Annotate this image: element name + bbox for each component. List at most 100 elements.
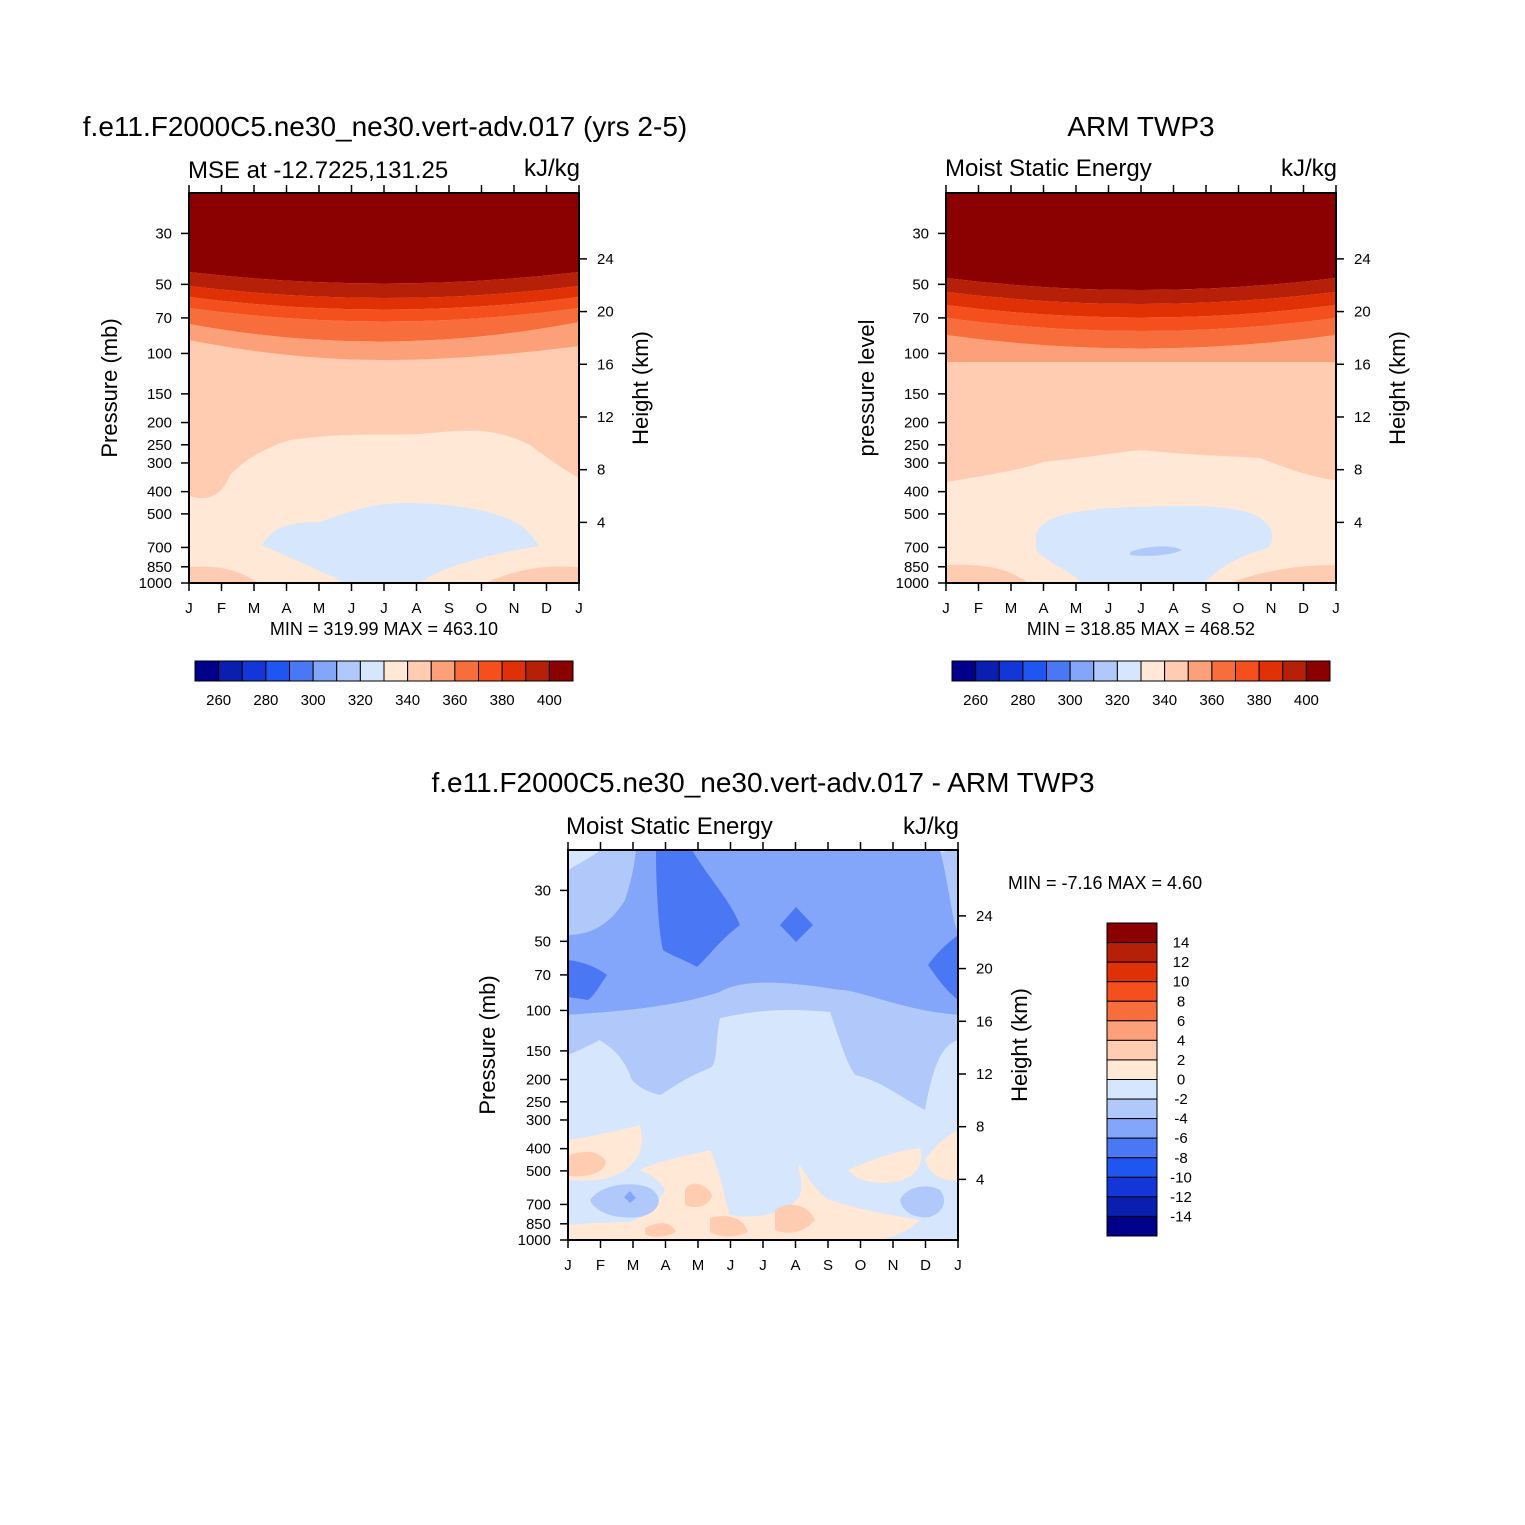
colorbar-swatch bbox=[975, 660, 1000, 682]
colorbar-label: -6 bbox=[1174, 1130, 1187, 1147]
y-tick-label: 70 bbox=[534, 967, 551, 984]
colorbar-label: 340 bbox=[1152, 692, 1177, 709]
x-tick-label: D bbox=[920, 1257, 931, 1274]
x-tick-label: M bbox=[248, 600, 261, 617]
y-tick-label: 1000 bbox=[139, 575, 172, 592]
colorbar-swatch bbox=[430, 660, 456, 682]
colorbar-swatch bbox=[1106, 1079, 1158, 1100]
x-tick-label: A bbox=[790, 1257, 800, 1274]
colorbar-swatch bbox=[1093, 660, 1118, 682]
colorbar-label: 260 bbox=[206, 692, 231, 709]
x-tick-label: S bbox=[444, 600, 454, 617]
colorbar-swatch bbox=[1106, 922, 1158, 944]
panel-obs-ylabel: pressure level bbox=[854, 320, 879, 457]
panel-model-y2label: Height (km) bbox=[628, 331, 653, 445]
colorbar-swatch bbox=[998, 660, 1024, 682]
panel-model: f.e11.F2000C5.ne30_ne30.vert-adv.017 (yr… bbox=[83, 111, 687, 709]
y-tick-label: 100 bbox=[526, 1002, 551, 1019]
colorbar-swatch bbox=[1211, 660, 1236, 682]
y-tick-label: 300 bbox=[147, 455, 172, 472]
y2-tick-label: 8 bbox=[976, 1119, 984, 1136]
x-tick-label: F bbox=[217, 600, 226, 617]
y-tick-label: 100 bbox=[904, 345, 929, 362]
colorbar-swatch bbox=[1305, 660, 1331, 682]
y-tick-label: 30 bbox=[912, 225, 929, 242]
colorbar-swatch bbox=[1140, 660, 1166, 682]
y-tick-label: 30 bbox=[534, 882, 551, 899]
panel-obs-field bbox=[946, 193, 1336, 583]
y2-tick-label: 20 bbox=[976, 961, 993, 978]
colorbar-label: 360 bbox=[1199, 692, 1224, 709]
colorbar-swatch bbox=[525, 660, 550, 682]
x-tick-label: M bbox=[627, 1257, 640, 1274]
y-tick-label: 850 bbox=[147, 559, 172, 576]
colorbar-swatch bbox=[1164, 660, 1189, 682]
colorbar-label: -8 bbox=[1174, 1150, 1187, 1167]
colorbar-swatch bbox=[1106, 961, 1158, 983]
y2-tick-label: 24 bbox=[976, 908, 993, 925]
colorbar-label: 340 bbox=[395, 692, 420, 709]
panel-diff: f.e11.F2000C5.ne30_ne30.vert-adv.017 - A… bbox=[431, 767, 1202, 1274]
panel-obs-y2label: Height (km) bbox=[1385, 331, 1410, 445]
x-tick-label: J bbox=[564, 1257, 572, 1274]
x-tick-label: J bbox=[942, 600, 950, 617]
colorbar-label: 6 bbox=[1177, 1013, 1185, 1030]
x-tick-label: J bbox=[185, 600, 193, 617]
y2-tick-label: 4 bbox=[597, 514, 605, 531]
y-tick-label: 700 bbox=[904, 539, 929, 556]
x-tick-label: N bbox=[1266, 600, 1277, 617]
y-tick-label: 100 bbox=[147, 345, 172, 362]
x-tick-label: J bbox=[1137, 600, 1145, 617]
x-tick-label: S bbox=[1201, 600, 1211, 617]
panel-diff-title: f.e11.F2000C5.ne30_ne30.vert-adv.017 - A… bbox=[431, 767, 1094, 798]
panel-diff-min-max: MIN = -7.16 MAX = 4.60 bbox=[1008, 873, 1202, 893]
colorbar-swatch bbox=[478, 660, 503, 682]
x-tick-label: A bbox=[411, 600, 421, 617]
colorbar-swatch bbox=[218, 660, 243, 682]
colorbar-label: 380 bbox=[1247, 692, 1272, 709]
x-tick-label: A bbox=[281, 600, 291, 617]
y-tick-label: 500 bbox=[904, 506, 929, 523]
panel-obs-subtitle-left: Moist Static Energy bbox=[945, 155, 1152, 182]
panel-model-field bbox=[189, 193, 579, 583]
y-tick-label: 50 bbox=[912, 276, 929, 293]
y2-tick-label: 12 bbox=[597, 409, 614, 426]
panel-model-title: f.e11.F2000C5.ne30_ne30.vert-adv.017 (yr… bbox=[83, 111, 687, 142]
colorbar-swatch bbox=[951, 660, 977, 682]
colorbar-swatch bbox=[289, 660, 314, 682]
y-tick-label: 850 bbox=[904, 559, 929, 576]
colorbar-swatch bbox=[359, 660, 385, 682]
x-tick-label: J bbox=[575, 600, 583, 617]
y-tick-label: 1000 bbox=[518, 1232, 551, 1249]
colorbar-swatch bbox=[454, 660, 479, 682]
y-tick-label: 850 bbox=[526, 1216, 551, 1233]
y-tick-label: 1000 bbox=[896, 575, 929, 592]
colorbar-swatch bbox=[1106, 1137, 1158, 1159]
colorbar-swatch bbox=[501, 660, 527, 682]
x-tick-label: A bbox=[660, 1257, 670, 1274]
colorbar-swatch bbox=[1258, 660, 1284, 682]
x-tick-label: F bbox=[596, 1257, 605, 1274]
y-tick-label: 70 bbox=[155, 310, 172, 327]
colorbar-swatch bbox=[1187, 660, 1213, 682]
colorbar-swatch bbox=[265, 660, 290, 682]
colorbar-label: 10 bbox=[1173, 974, 1190, 991]
y-tick-label: 150 bbox=[147, 386, 172, 403]
colorbar-label: -4 bbox=[1174, 1111, 1187, 1128]
panel-obs-title: ARM TWP3 bbox=[1067, 111, 1214, 142]
y2-tick-label: 12 bbox=[1354, 409, 1371, 426]
y-tick-label: 70 bbox=[912, 310, 929, 327]
colorbar-swatch bbox=[1106, 1157, 1158, 1178]
y-tick-label: 700 bbox=[526, 1196, 551, 1213]
y-tick-label: 400 bbox=[526, 1141, 551, 1158]
colorbar-label: 8 bbox=[1177, 993, 1185, 1010]
colorbar-swatch bbox=[383, 660, 409, 682]
x-tick-label: M bbox=[313, 600, 326, 617]
x-tick-label: D bbox=[1298, 600, 1309, 617]
y-tick-label: 150 bbox=[526, 1043, 551, 1060]
panel-diff-units: kJ/kg bbox=[903, 813, 959, 840]
panel-diff-ylabel: Pressure (mb) bbox=[475, 975, 500, 1114]
y2-tick-label: 16 bbox=[976, 1013, 993, 1030]
x-tick-label: O bbox=[855, 1257, 867, 1274]
